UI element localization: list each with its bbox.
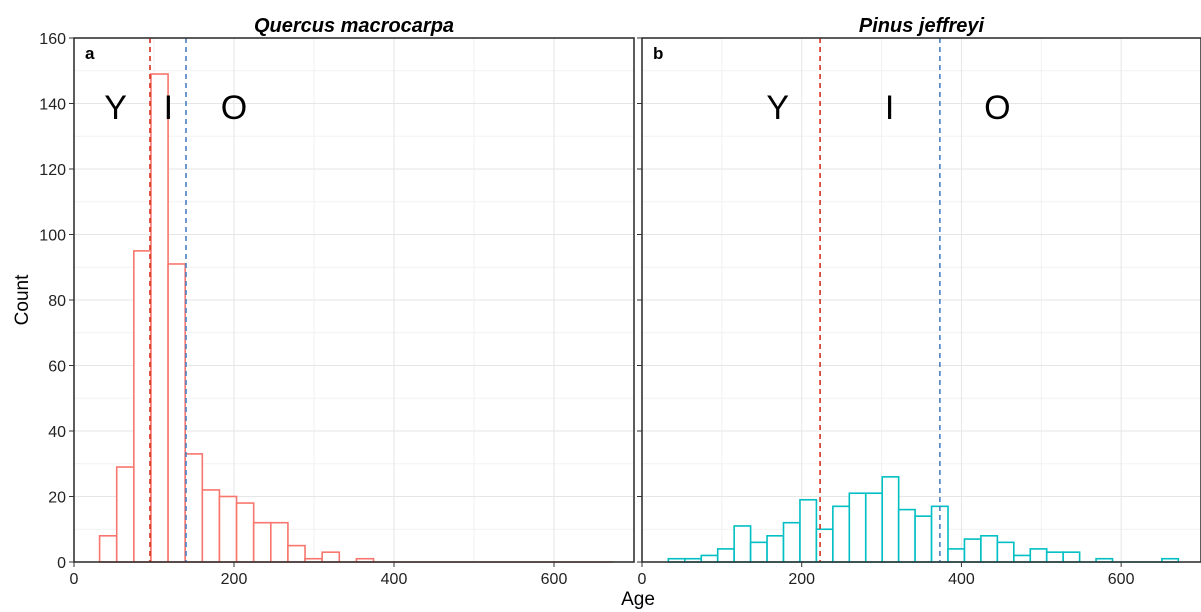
histogram-bar <box>150 73 169 563</box>
y-tick-label: 60 <box>48 359 66 376</box>
histogram-bar <box>1013 554 1032 563</box>
group-label: O <box>984 89 1010 127</box>
histogram-bar <box>115 466 135 563</box>
histogram-bar <box>133 250 152 563</box>
group-label: Y <box>104 89 127 127</box>
panel-title: Pinus jeffreyi <box>859 15 985 37</box>
y-tick-label: 100 <box>39 228 66 245</box>
x-axis-title: Age <box>621 589 655 610</box>
histogram-bar <box>1045 551 1064 563</box>
x-tick-label: 200 <box>221 571 248 588</box>
histogram-bar <box>1029 548 1048 563</box>
histogram-bar <box>980 534 999 563</box>
histogram-bar <box>881 476 900 563</box>
histogram-bar <box>782 521 801 563</box>
x-tick-label: 400 <box>381 571 408 588</box>
y-tick-label: 0 <box>57 555 66 572</box>
x-tick-label: 600 <box>541 571 568 588</box>
histogram-bar <box>201 489 221 563</box>
histogram-bar <box>832 505 851 563</box>
histogram-bar <box>235 502 255 563</box>
histogram-bar <box>947 548 966 563</box>
histogram-bar <box>897 508 916 563</box>
histogram-bar <box>815 528 834 563</box>
x-tick-label: 0 <box>70 571 79 588</box>
group-label: O <box>221 89 247 127</box>
histogram-bar <box>749 541 768 563</box>
histogram-bar <box>914 515 933 563</box>
histogram-bar <box>716 548 735 563</box>
histogram-bar <box>700 554 719 563</box>
panel-title: Quercus macrocarpa <box>254 15 454 37</box>
histogram-bar <box>167 263 187 563</box>
histogram-bar <box>864 492 884 563</box>
y-tick-label: 40 <box>48 424 66 441</box>
histogram-bar <box>287 544 306 563</box>
x-tick-label: 0 <box>638 571 647 588</box>
y-tick-label: 20 <box>48 490 66 507</box>
panel-label: b <box>653 44 663 63</box>
histogram-bar <box>799 498 818 563</box>
histogram-bar <box>733 525 752 563</box>
histogram-bar <box>252 521 272 563</box>
y-tick-label: 160 <box>39 31 66 48</box>
y-axis-title: Count <box>12 274 33 325</box>
histogram-bar <box>848 492 867 563</box>
y-tick-label: 80 <box>48 293 66 310</box>
panel-label: a <box>85 44 95 63</box>
histogram-bar <box>996 541 1015 563</box>
group-label: Y <box>766 89 789 127</box>
histogram-bar <box>98 534 118 563</box>
histogram-bar <box>1062 551 1081 563</box>
histogram-bar <box>269 521 289 563</box>
y-tick-label: 120 <box>39 162 66 179</box>
histogram-bar <box>766 534 785 563</box>
x-tick-label: 600 <box>1108 571 1135 588</box>
histogram-bar <box>184 453 204 563</box>
x-tick-label: 400 <box>948 571 975 588</box>
histogram-bar <box>963 538 982 563</box>
histogram-bar <box>218 495 238 563</box>
histogram-bar <box>321 551 341 563</box>
group-label: I <box>164 89 173 127</box>
y-tick-label: 140 <box>39 97 66 114</box>
group-label: I <box>885 89 894 127</box>
x-tick-label: 200 <box>788 571 815 588</box>
